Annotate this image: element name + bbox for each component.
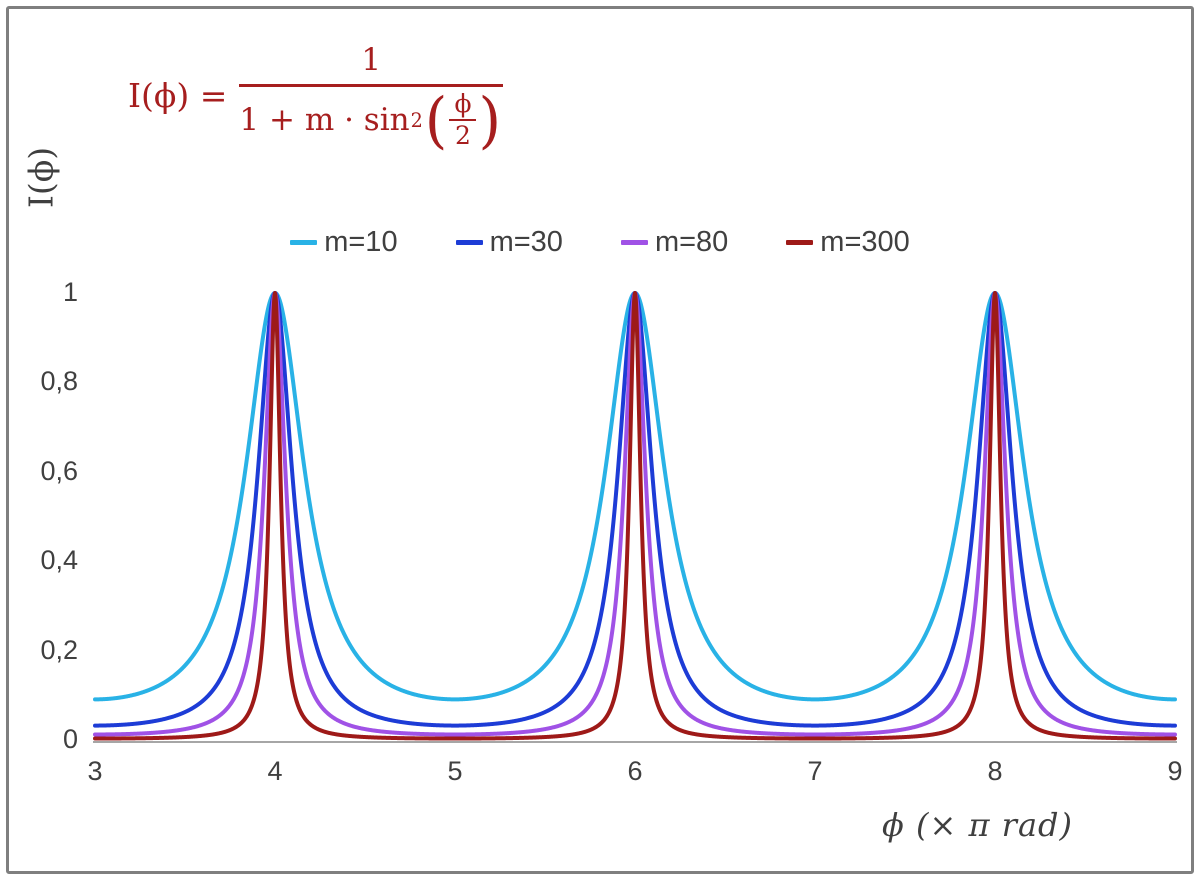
legend-label: m=80 [654,225,729,258]
series-line-m=30 [93,291,1177,728]
formula-den-text: 1 + m · sin [239,102,410,139]
formula-inner-denominator: 2 [455,121,471,151]
legend-swatch [455,239,483,245]
formula-numerator: 1 [239,42,504,87]
x-tick-label: 4 [267,756,283,786]
legend-swatch [290,239,318,245]
formula-close-paren: ) [478,84,502,156]
legend-item: m=30 [455,225,563,259]
legend-item: m=300 [786,225,910,259]
x-tick-label: 3 [87,756,103,786]
x-tick-label: 7 [807,756,823,786]
formula-inner-fraction: ϕ 2 [449,90,477,151]
formula-annotation: I(ϕ) = 1 1 + m · sin 2 ( ϕ 2 ) [128,42,504,156]
formula-inner-numerator: ϕ [449,90,477,122]
legend-label: m=30 [489,225,563,258]
y-tick-label: 1 [62,277,78,307]
formula-den-exponent: 2 [410,108,423,132]
y-tick-label: 0,8 [40,366,78,397]
legend-item: m=80 [620,225,729,259]
formula-denominator: 1 + m · sin 2 ( ϕ 2 ) [239,84,503,156]
x-tick-label: 5 [447,756,463,786]
x-tick-label: 8 [987,756,1003,786]
formula-lhs: I(ϕ) = [128,76,228,116]
formula-open-paren: ( [424,84,448,156]
legend-label: m=300 [820,225,910,258]
x-tick-label: 6 [627,756,643,786]
y-tick-label: 0,2 [40,634,78,665]
y-tick-label: 0 [62,724,78,754]
legend-swatch [620,239,648,245]
legend-label: m=10 [324,225,398,258]
x-tick-label: 9 [1167,756,1183,786]
legend-swatch [786,239,814,245]
legend-item: m=10 [290,225,398,259]
y-tick-label: 0,4 [40,545,78,576]
x-axis-title: ϕ (× π rad) [882,806,1073,844]
y-tick-label: 0,6 [40,455,78,486]
y-axis-title: I(ϕ) [21,146,61,209]
legend: m=10 m=30 m=80 m=300 [0,224,1200,260]
formula-fraction: 1 1 + m · sin 2 ( ϕ 2 ) [239,42,504,156]
series-line-m=300 [93,291,1177,741]
series-line-m=80 [93,291,1177,737]
